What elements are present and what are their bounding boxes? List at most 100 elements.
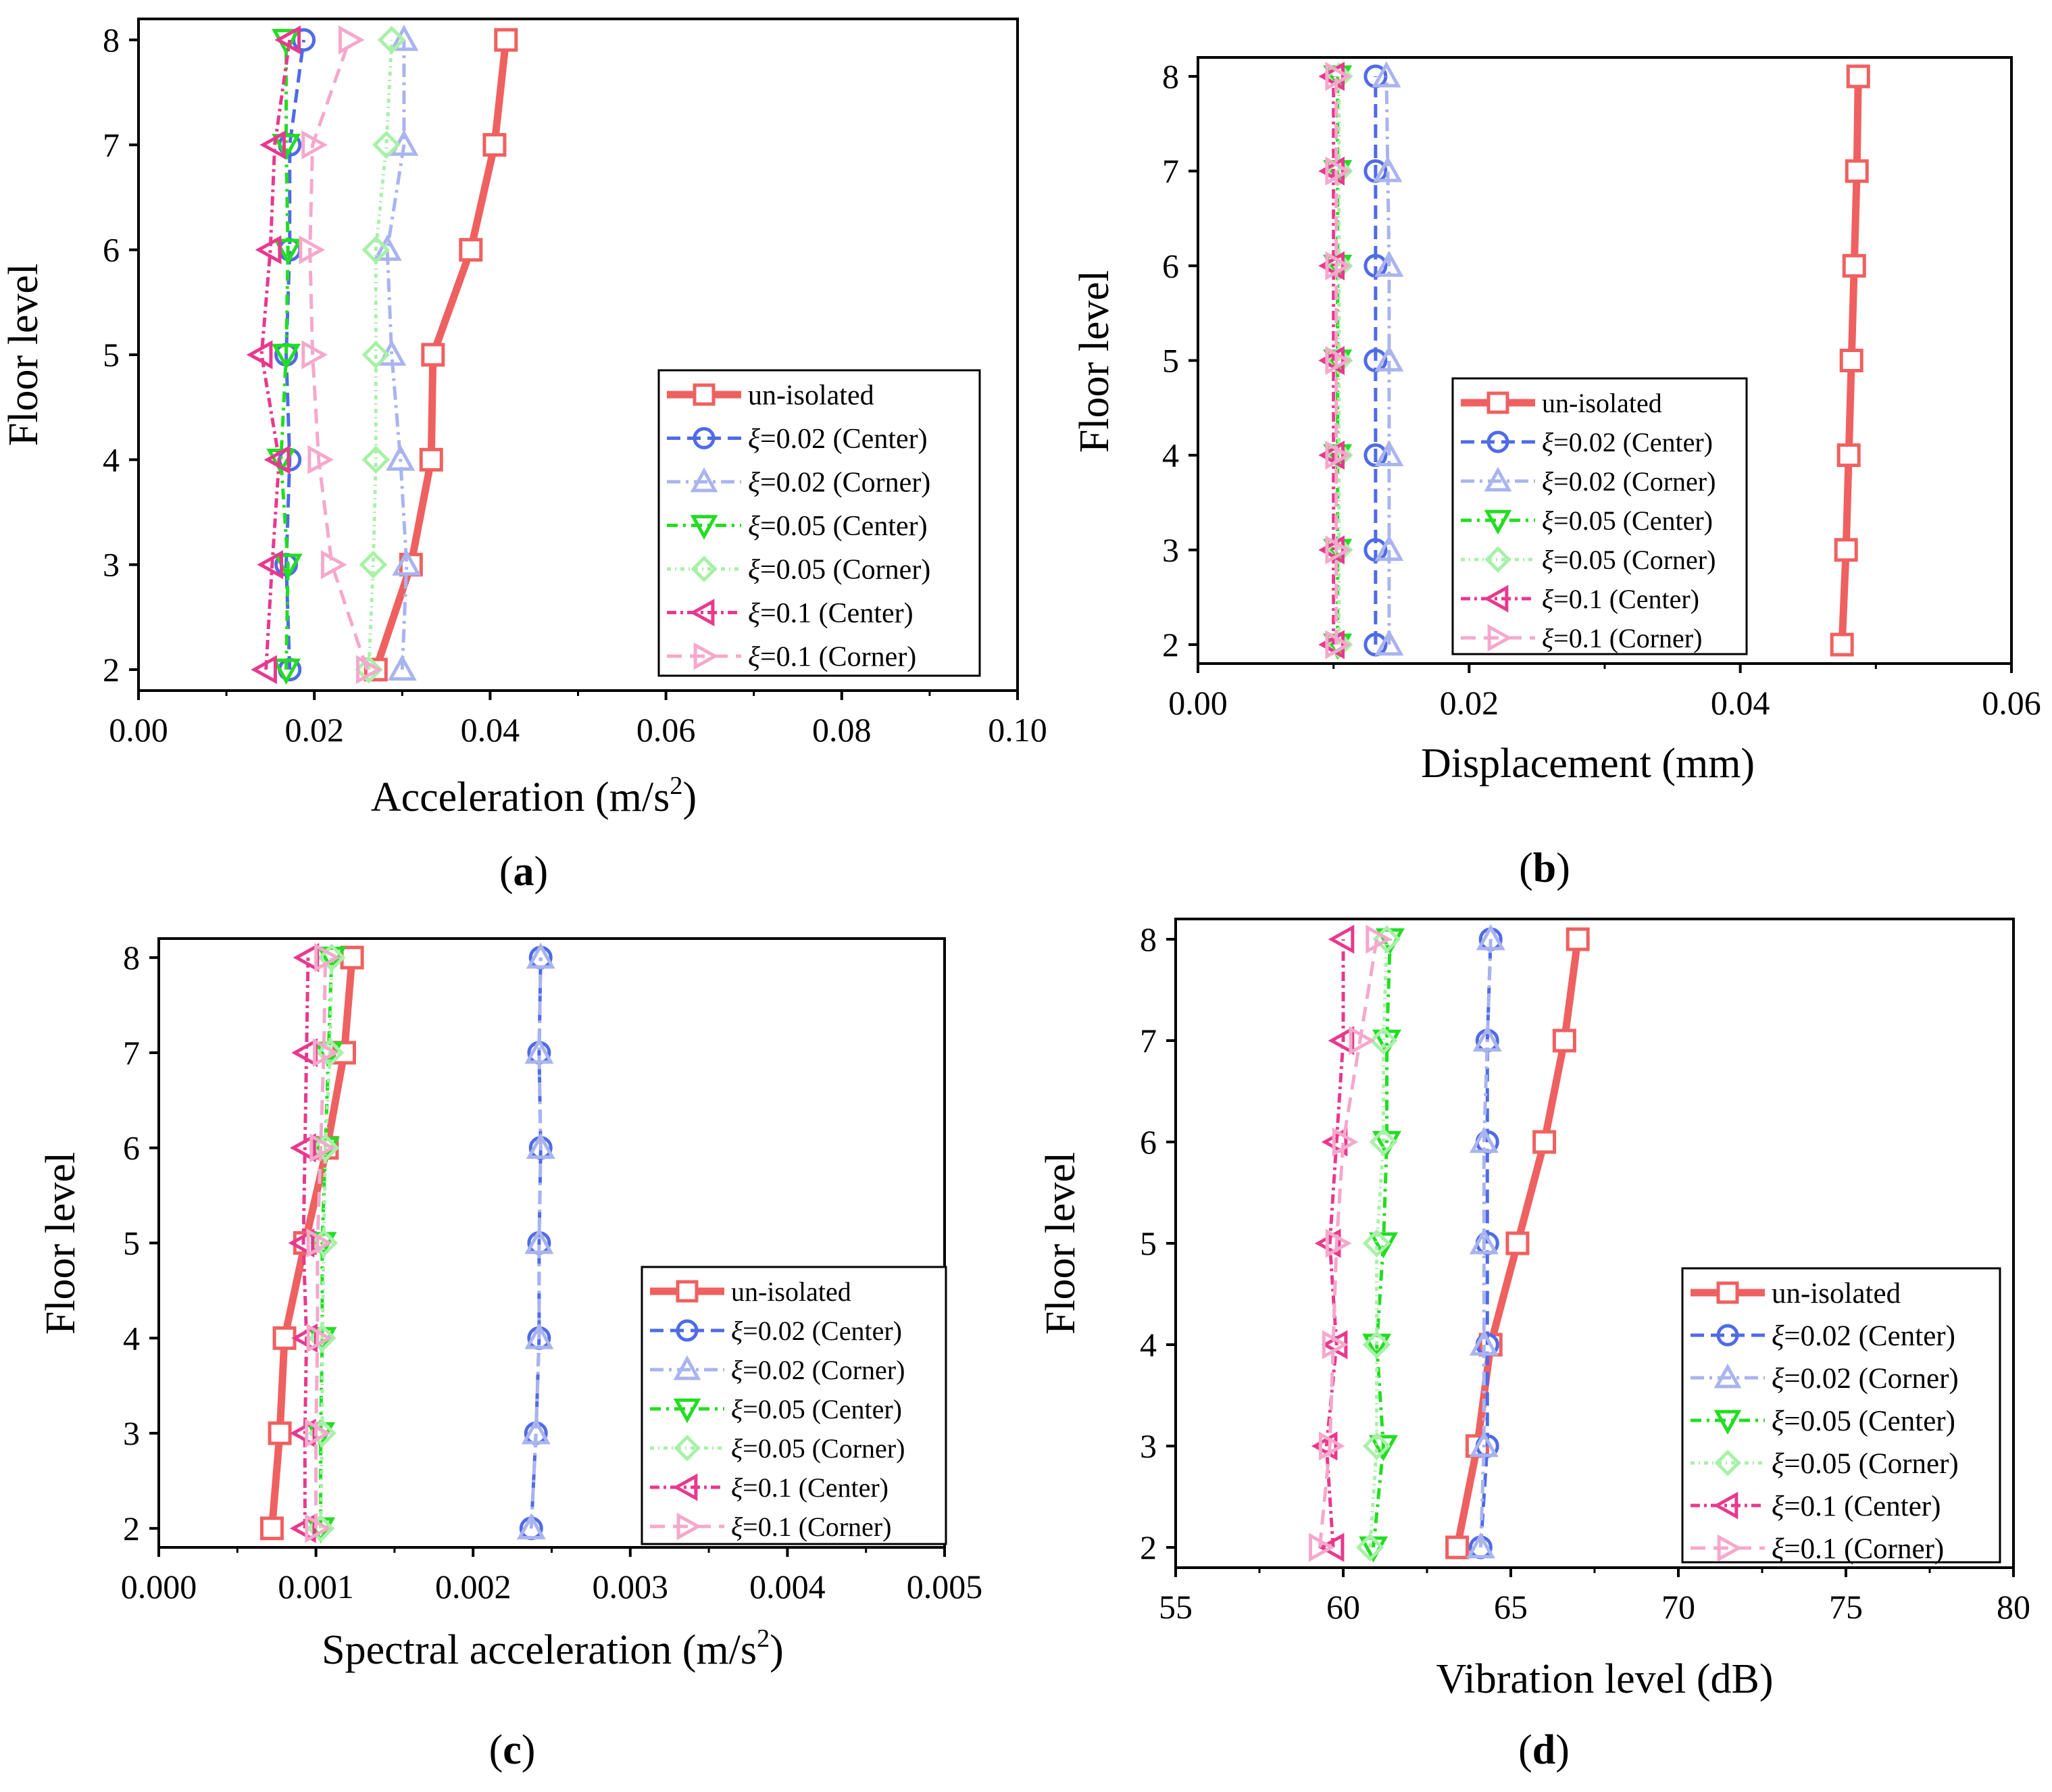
x-axis-label: Vibration level (dB) xyxy=(1436,1656,1773,1702)
data-point xyxy=(1369,1026,1398,1055)
legend-label: ξ=0.1 (Center) xyxy=(1772,1491,1941,1522)
series-xi002_corner xyxy=(1466,924,1505,1559)
legend-marker xyxy=(691,555,718,582)
data-point xyxy=(1369,1128,1398,1156)
data-point xyxy=(272,658,301,685)
data-point xyxy=(392,549,422,576)
data-point xyxy=(1325,251,1352,280)
y-axis-label: Floor level xyxy=(1072,270,1118,453)
data-point xyxy=(494,28,518,52)
series-xi01_corner xyxy=(305,943,341,1543)
x-tick-label: 0.04 xyxy=(1711,684,1770,722)
data-point xyxy=(1311,1431,1338,1461)
data-point xyxy=(1318,1431,1345,1461)
data-point xyxy=(306,1228,333,1258)
legend-marker xyxy=(673,1398,701,1424)
data-point xyxy=(1322,1330,1349,1360)
x-tick-label: 55 xyxy=(1159,1588,1193,1626)
y-tick-label: 7 xyxy=(1162,152,1179,190)
data-point xyxy=(268,1421,292,1445)
data-point xyxy=(387,654,417,681)
data-point xyxy=(421,343,445,367)
data-point xyxy=(1842,253,1866,278)
data-point xyxy=(1325,156,1352,186)
data-point xyxy=(338,25,365,55)
x-tick-label: 0.001 xyxy=(278,1568,354,1606)
data-point xyxy=(1566,927,1590,951)
x-axis-label: Spectral acceleration (m/s2) xyxy=(322,1624,784,1673)
data-point xyxy=(1362,1432,1391,1460)
data-point xyxy=(521,1418,551,1445)
data-point xyxy=(1374,629,1404,656)
data-point xyxy=(459,238,483,262)
data-point xyxy=(1325,346,1352,375)
series-line xyxy=(319,957,334,1528)
data-point xyxy=(320,550,347,580)
series-xi002_corner xyxy=(372,24,422,681)
data-point xyxy=(289,1133,316,1163)
legend-label: ξ=0.1 (Corner) xyxy=(748,642,916,673)
data-point xyxy=(1318,1533,1345,1562)
legend-label: ξ=0.1 (Corner) xyxy=(1772,1533,1944,1565)
data-point xyxy=(1308,1533,1335,1562)
data-point xyxy=(246,340,273,370)
x-tick-label: 0.00 xyxy=(109,711,168,749)
data-point xyxy=(361,235,391,264)
x-tick-label: 70 xyxy=(1661,1588,1695,1626)
x-tick-label: 80 xyxy=(1997,1588,2030,1626)
legend-label: ξ=0.05 (Corner) xyxy=(1772,1448,1959,1480)
legend-marker xyxy=(1483,584,1509,613)
legend-label: ξ=0.1 (Center) xyxy=(731,1472,889,1503)
series-line xyxy=(1478,939,1493,1548)
legend-label: un-isolated xyxy=(748,380,874,412)
data-point xyxy=(1366,924,1392,954)
legend-marker xyxy=(1484,466,1512,492)
legend-marker xyxy=(1714,1449,1741,1476)
legend-marker xyxy=(693,642,719,670)
data-point xyxy=(1552,1028,1576,1053)
data-point xyxy=(1472,1025,1502,1052)
data-point xyxy=(1325,441,1352,470)
legend-label: un-isolated xyxy=(731,1276,851,1307)
legend-marker xyxy=(674,1435,701,1462)
legend-label: ξ=0.02 (Center) xyxy=(1772,1320,1955,1352)
data-point xyxy=(259,130,286,159)
x-tick-label: 65 xyxy=(1494,1588,1528,1626)
legend-marker xyxy=(689,599,715,626)
series-line xyxy=(1318,939,1379,1548)
x-tick-label: 0.000 xyxy=(121,1568,197,1606)
x-tick-label: 0.04 xyxy=(461,711,520,749)
data-point xyxy=(372,234,402,261)
series-line xyxy=(385,40,409,670)
data-point xyxy=(251,655,277,685)
legend-label: ξ=0.05 (Center) xyxy=(1772,1405,1955,1437)
data-point xyxy=(273,239,303,266)
series-line xyxy=(314,957,328,1528)
x-tick-label: 60 xyxy=(1326,1588,1360,1626)
series-line xyxy=(279,40,290,670)
data-point xyxy=(1362,1229,1391,1258)
y-tick-label: 7 xyxy=(1140,1022,1157,1060)
legend-marker xyxy=(693,383,716,406)
y-tick-label: 2 xyxy=(123,1510,140,1547)
legend-marker xyxy=(1716,1281,1739,1304)
x-tick-label: 0.06 xyxy=(1982,684,2041,722)
series-line xyxy=(1324,939,1345,1548)
series-line xyxy=(259,39,292,670)
data-point xyxy=(1374,345,1404,372)
x-tick-label: 0.003 xyxy=(593,1568,669,1606)
y-tick-label: 2 xyxy=(1162,626,1179,664)
legend-marker xyxy=(1713,1363,1742,1389)
data-point xyxy=(1325,1228,1352,1258)
panel-c: 0.000 0.001 0.002 0.003 0.004 0.005 2 3 4 5 6 7 8 un-… xyxy=(121,937,982,1773)
x-tick-label: 0.002 xyxy=(435,1568,511,1606)
legend-label: ξ=0.05 (Center) xyxy=(731,1394,902,1424)
data-point xyxy=(1834,538,1858,562)
data-point xyxy=(255,235,282,265)
y-tick-label: 3 xyxy=(1140,1427,1157,1465)
y-tick-label: 6 xyxy=(123,1129,140,1167)
x-tick-label: 0.02 xyxy=(284,711,344,749)
legend-label: ξ=0.02 (Center) xyxy=(731,1316,902,1346)
series-line xyxy=(1372,939,1392,1548)
data-point xyxy=(1469,1228,1499,1255)
